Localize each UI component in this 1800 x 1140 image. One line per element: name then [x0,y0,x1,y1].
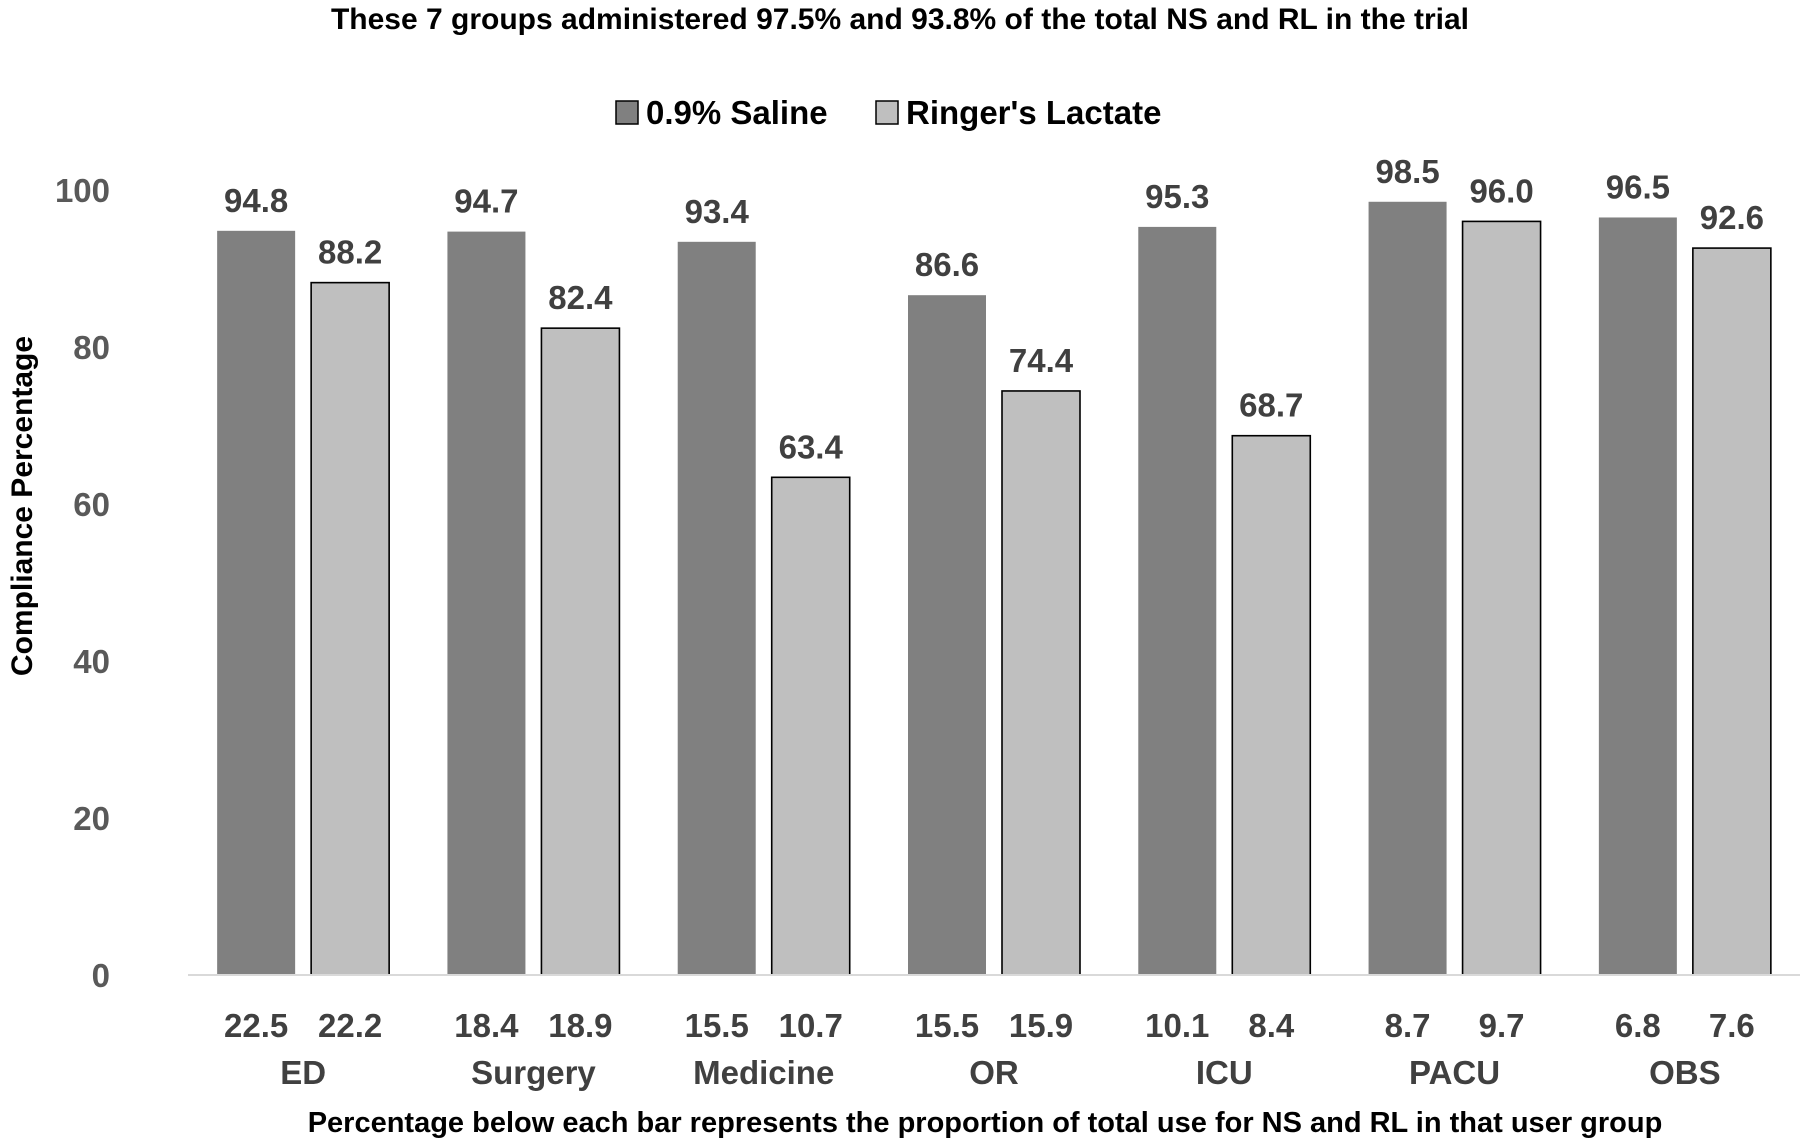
bar-saline-icu [1138,226,1217,975]
category-label: Medicine [693,1054,834,1091]
usage-share-label: 15.9 [1009,1007,1073,1044]
y-tick-label: 20 [73,800,110,837]
usage-share-label: 8.4 [1248,1007,1295,1044]
bar-value-label: 74.4 [1009,342,1074,379]
bars [217,201,1772,976]
y-tick-label: 0 [92,957,110,994]
bar-ringers-obs [1692,247,1772,976]
bar-value-label: 95.3 [1145,178,1209,215]
usage-share-label: 15.5 [685,1007,749,1044]
bar-value-label: 68.7 [1239,387,1303,424]
y-tick-label: 40 [73,643,110,680]
category-label: OBS [1649,1054,1721,1091]
bar-ringers-icu [1231,434,1312,976]
bar-ringers-medicine [770,476,851,976]
bar-ringers-or [1001,390,1081,976]
usage-share-label: 9.7 [1479,1007,1525,1044]
y-tick-label: 80 [73,329,110,366]
bar-saline-medicine [677,241,756,975]
category-label: ICU [1196,1054,1253,1091]
y-axis-label: Compliance Percentage [6,336,39,676]
category-label: OR [969,1054,1019,1091]
bar-value-label: 94.7 [454,183,518,220]
usage-share-label: 10.1 [1145,1007,1209,1044]
chart-title: These 7 groups administered 97.5% and 93… [331,3,1469,36]
bar-value-label: 96.0 [1469,172,1533,209]
bar-ringers-pacu [1461,220,1542,976]
bar-saline-or [908,295,986,975]
y-tick-label: 100 [55,172,110,209]
bar-value-label: 86.6 [915,246,979,283]
usage-share-label: 22.2 [318,1007,382,1044]
bar-value-label: 96.5 [1606,168,1670,205]
bar-value-labels: 94.8 88.2 94.7 82.4 93.4 63.4 86.6 74.4 95.3 68.7… [224,153,1764,466]
legend-swatch-ringers [875,100,899,125]
y-axis: 0 20 40 60 80 100 [55,172,110,994]
usage-share-labels: 22.5 22.2 18.4 18.9 15.5 10.7 15.5 15.9 10.1 8.4 8… [224,1007,1755,1044]
legend-label-ringers: Ringer's Lactate [906,94,1161,131]
usage-share-label: 15.5 [915,1007,979,1044]
legend-swatch-saline [615,100,639,125]
usage-share-label: 8.7 [1385,1007,1431,1044]
bar-ringers-surgery [540,327,621,976]
category-labels: ED Surgery Medicine OR ICU PACU OBS [280,1054,1720,1091]
bar-value-label: 82.4 [548,279,613,316]
x-axis-label: Percentage below each bar represents the… [308,1107,1663,1139]
category-label: Surgery [471,1054,596,1091]
usage-share-label: 22.5 [224,1007,288,1044]
bar-saline-obs [1598,217,1677,976]
y-tick-label: 60 [73,486,110,523]
bar-saline-pacu [1368,201,1447,975]
bar-value-label: 63.4 [779,428,844,465]
bar-saline-surgery [447,231,526,976]
bar-value-label: 92.6 [1700,199,1764,236]
usage-share-label: 18.9 [548,1007,612,1044]
bar-value-label: 94.8 [224,182,288,219]
legend-label-saline: 0.9% Saline [646,94,828,131]
category-label: ED [280,1054,326,1091]
bar-value-label: 98.5 [1375,153,1439,190]
legend: 0.9% Saline Ringer's Lactate [615,94,1161,131]
bar-value-label: 88.2 [318,234,382,271]
bar-value-label: 93.4 [685,193,750,230]
bar-ringers-ed [310,281,390,976]
usage-share-label: 6.8 [1615,1007,1661,1044]
usage-share-label: 7.6 [1709,1007,1755,1044]
category-label: PACU [1409,1054,1500,1091]
usage-share-label: 10.7 [779,1007,843,1044]
usage-share-label: 18.4 [454,1007,519,1044]
bar-saline-ed [217,230,296,975]
